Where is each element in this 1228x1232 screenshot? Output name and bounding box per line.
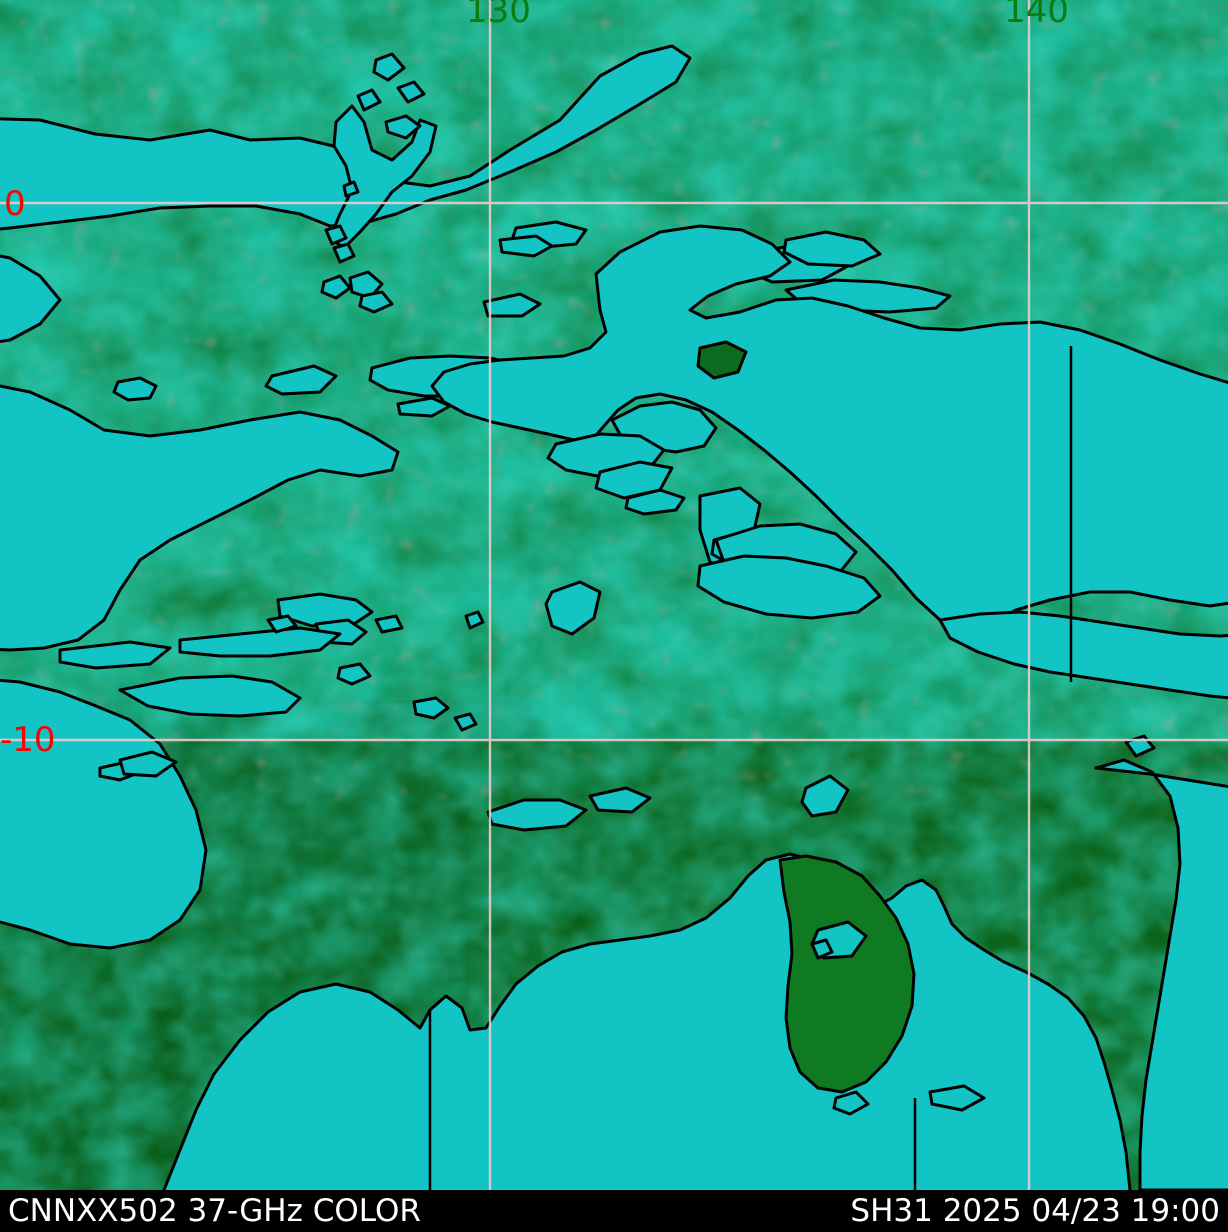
land-islet-au-3 (928, 1084, 986, 1112)
land-birdshead-notch (696, 340, 748, 380)
land-islet-ha (320, 274, 352, 300)
land-timor (118, 674, 302, 718)
land-flores-chain (178, 626, 342, 658)
land-islet-sm2 (396, 396, 452, 418)
land-sm-sunda-2 (374, 614, 404, 634)
land-island-muna (412, 696, 450, 720)
land-island-sm-2 (464, 610, 485, 630)
land-islet-he (396, 80, 426, 104)
land-aru (696, 554, 882, 620)
land-islet-sm1 (264, 364, 338, 396)
land-islet-au-5 (118, 750, 178, 778)
land-islet-au-2 (832, 1090, 870, 1116)
land-island-banda-a (544, 580, 602, 636)
land-seram-e2 (782, 230, 882, 268)
satellite-map-svg (0, 0, 1228, 1190)
land-sulawesi-southwest (0, 678, 208, 950)
land-islet-au-4 (800, 774, 850, 818)
land-kaimana (594, 460, 674, 500)
land-papua-south (938, 610, 1228, 700)
satellite-map-panel[interactable]: 0 -10 130 140 (0, 0, 1228, 1190)
product-caption-left: CNNXX502 37-GHz COLOR (8, 1193, 421, 1229)
land-sulawesi-central (0, 254, 62, 344)
land-islet-tiwi (486, 798, 588, 832)
land-sm-sunda-1 (266, 614, 298, 634)
product-caption-right: SH31 2025 04/23 19:00 (850, 1193, 1220, 1229)
land-islet-hc (358, 290, 394, 314)
land-gulf-carpentaria-water (778, 854, 916, 1094)
land-island-sula-a (112, 376, 158, 402)
political-border-layer (428, 346, 1073, 1190)
land-sulawesi-west (0, 384, 400, 652)
land-halmahera-islets-1 (324, 224, 348, 246)
graticule-layer (0, 0, 1228, 1190)
land-islet-hf (372, 52, 406, 82)
land-seram (498, 234, 554, 258)
land-islet-au-1 (810, 938, 834, 960)
land-ternate (332, 242, 356, 264)
land-island-kabaena (336, 662, 372, 686)
land-halmahera-islets-2 (342, 180, 360, 198)
land-islet-tiwi-b (588, 786, 652, 814)
land-sumbawa (58, 640, 172, 670)
land-islet-hd (384, 114, 422, 140)
land-islet-hb (348, 270, 384, 300)
land-sulawesi-north-arm (0, 44, 692, 231)
caption-bar: CNNXX502 37-GHz COLOR SH31 2025 04/23 19… (0, 1190, 1228, 1232)
land-island-sm-1 (453, 712, 478, 732)
land-islet-hg (356, 88, 382, 112)
land-cape-york (1094, 758, 1228, 1190)
land-islet-obi (482, 292, 542, 318)
